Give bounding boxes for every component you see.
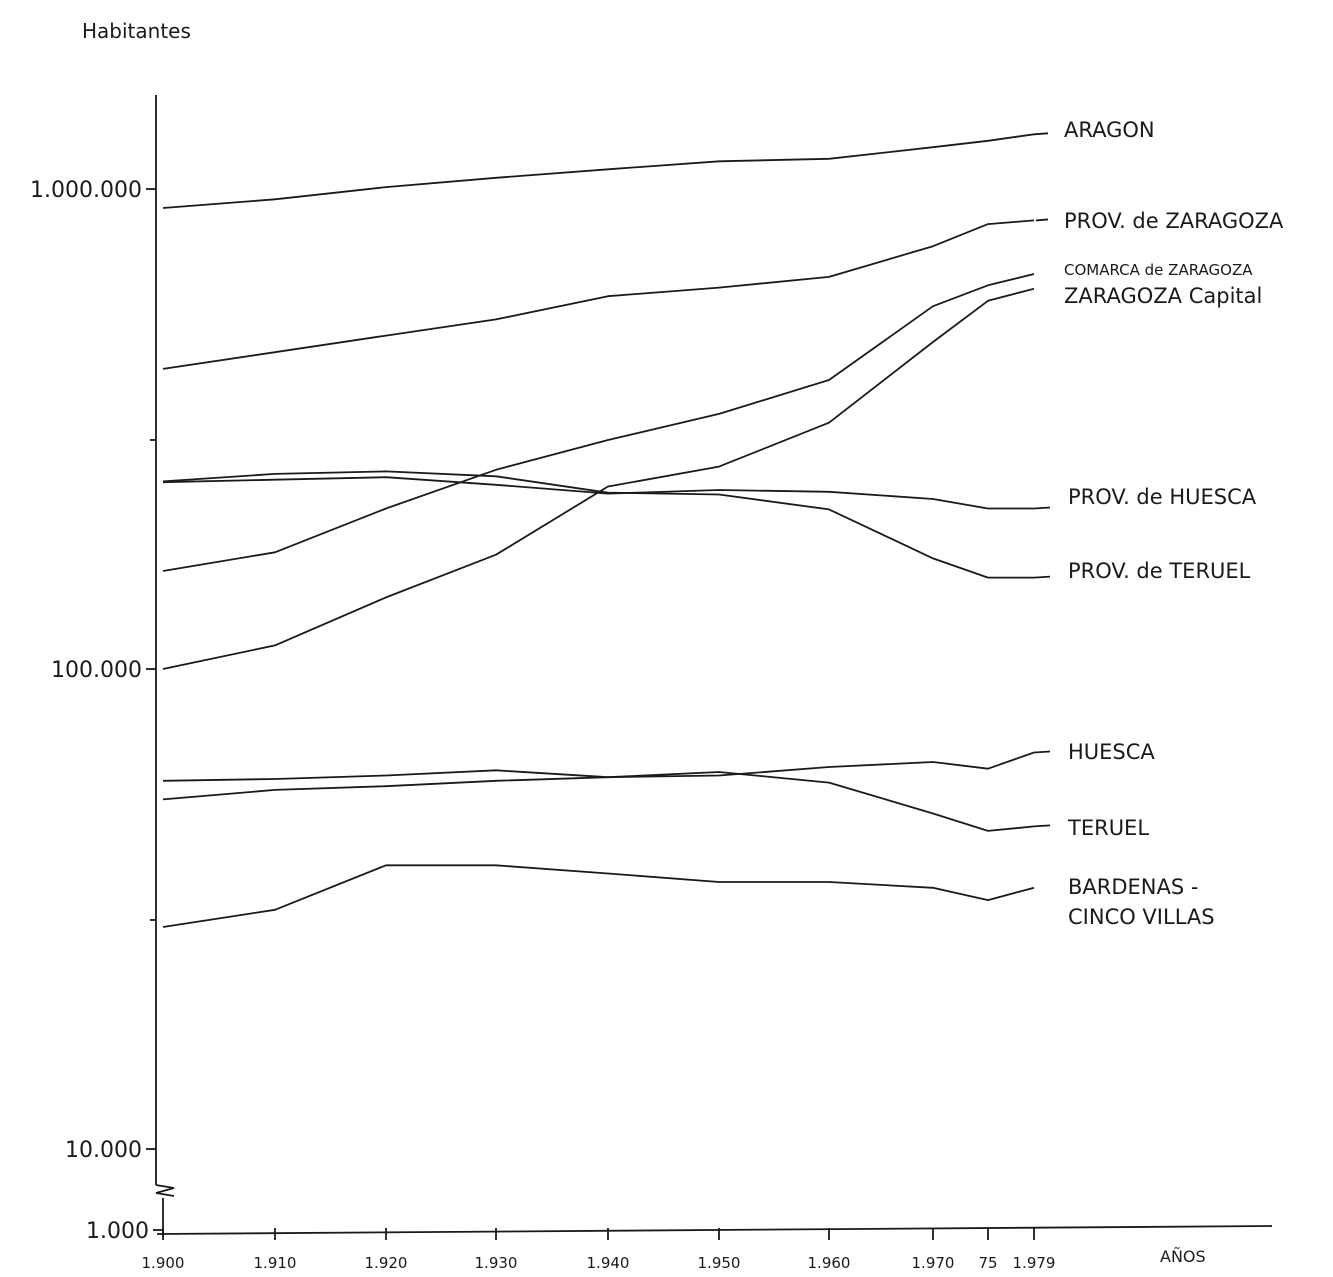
series-label-leader — [1033, 575, 1051, 579]
x-tick-label: 1.940 — [587, 1254, 630, 1272]
series-label-prov-de-teruel: PROV. de TERUEL — [1068, 559, 1251, 583]
y-tick-label: 100.000 — [51, 658, 142, 683]
x-tick-label: 1.950 — [698, 1254, 741, 1272]
series-line-teruel — [162, 771, 1035, 832]
x-axis-title: AÑOS — [1160, 1247, 1206, 1266]
x-tick-label: 1.930 — [475, 1254, 518, 1272]
series-label-comarca-de-zaragoza: COMARCA de ZARAGOZA — [1064, 261, 1253, 279]
series-line-prov-de-huesca — [162, 476, 1034, 510]
series-label-leader — [1035, 218, 1049, 222]
x-tick-label: 1.900 — [142, 1254, 185, 1272]
series-line-comarca-de-zaragoza — [162, 273, 1035, 572]
y-tick-label: 1.000.000 — [30, 178, 142, 203]
series-label-leader — [1033, 824, 1051, 828]
x-tick-label: 1.979 — [1013, 1254, 1056, 1272]
x-tick-label: 75 — [978, 1254, 997, 1272]
series-line-aragon — [162, 133, 1035, 209]
series-line-zaragoza-capital — [162, 287, 1035, 670]
series-label-teruel: TERUEL — [1067, 816, 1149, 840]
series-line-bardenas-cinco-villas — [162, 864, 1035, 928]
series-label-leader — [1033, 750, 1051, 754]
series-label-huesca: HUESCA — [1068, 740, 1155, 764]
series-label-prov-de-zaragoza: PROV. de ZARAGOZA — [1064, 209, 1284, 233]
x-tick-label: 1.910 — [254, 1254, 297, 1272]
series-label-zaragoza-capital: ZARAGOZA Capital — [1064, 284, 1262, 308]
series-line-prov-de-zaragoza — [162, 219, 1035, 370]
series-label-aragon: ARAGON — [1064, 118, 1155, 142]
x-tick-label: 1.970 — [912, 1254, 955, 1272]
series-label-leader — [1033, 132, 1049, 136]
x-tick-label: 1.960 — [808, 1254, 851, 1272]
series-label-leader — [1033, 506, 1051, 510]
x-tick-label: 1.920 — [365, 1254, 408, 1272]
series-line-huesca — [162, 751, 1035, 782]
y-tick-label: 1.000 — [86, 1219, 149, 1244]
y-axis-title: Habitantes — [82, 19, 191, 43]
series-label-bardenas-cinco-villas: BARDENAS - — [1068, 875, 1198, 899]
series-label-prov-de-huesca: PROV. de HUESCA — [1068, 485, 1257, 509]
series-label-bardenas-cinco-villas: CINCO VILLAS — [1068, 905, 1215, 929]
x-axis-line — [156, 1225, 1273, 1235]
series-line-prov-de-teruel — [162, 470, 1034, 579]
y-axis-break-mark — [155, 1184, 175, 1197]
y-tick-label: 10.000 — [65, 1138, 142, 1163]
